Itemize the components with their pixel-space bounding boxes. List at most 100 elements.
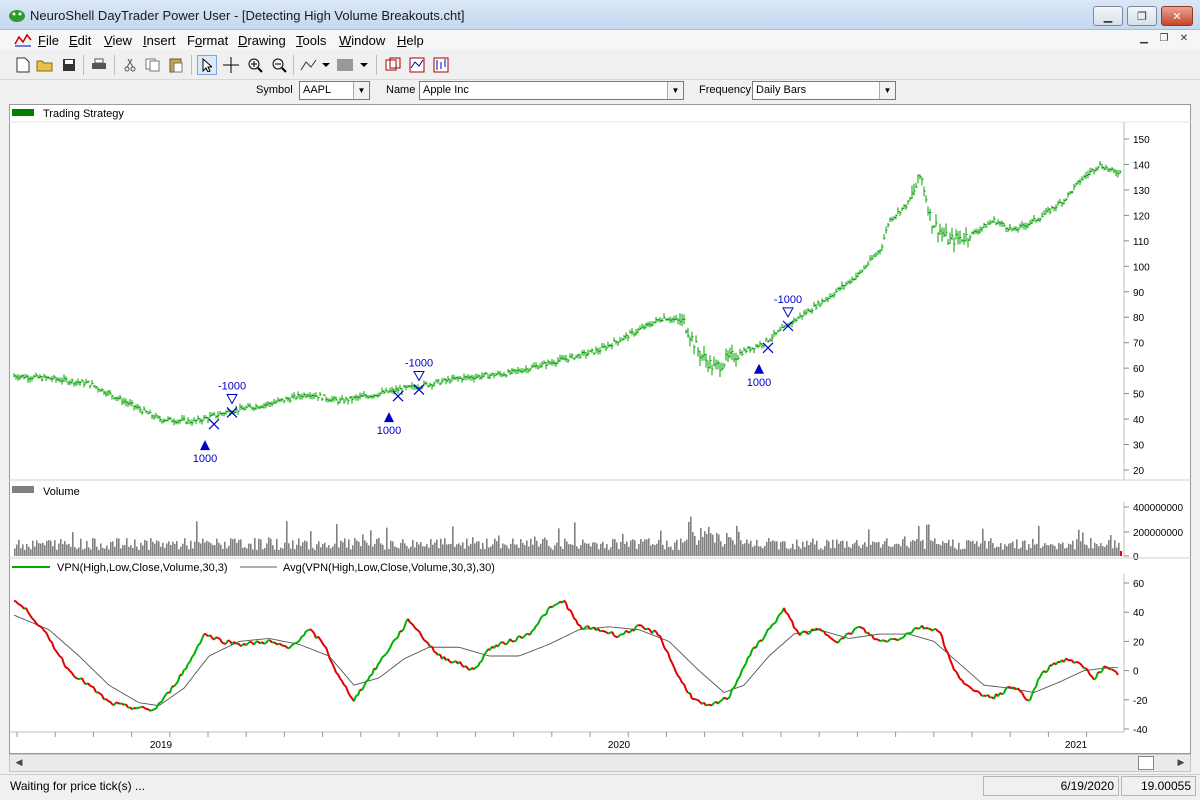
vpn-segment [931, 628, 935, 632]
sell-marker[interactable]: -1000 [774, 294, 802, 332]
title-bar [0, 0, 1200, 30]
vpn-segment [643, 627, 647, 631]
zoom-in-icon[interactable] [245, 55, 265, 75]
volume-bar [264, 548, 266, 556]
volume-bar [428, 547, 430, 556]
volume-bar [990, 538, 992, 556]
vpn-segment [763, 633, 767, 639]
symbol-dropdown[interactable]: AAPL ▼ [299, 81, 370, 100]
vpn-segment [559, 600, 563, 604]
fill-pattern-icon[interactable] [335, 55, 369, 75]
menu-edit[interactable]: Edit [69, 33, 92, 48]
maximize-button[interactable]: ❐ [1127, 6, 1157, 26]
zoom-out-icon[interactable] [269, 55, 289, 75]
close-button[interactable]: ✕ [1161, 6, 1193, 26]
name-dropdown[interactable]: Apple Inc ▼ [419, 81, 684, 100]
open-icon[interactable] [35, 55, 55, 75]
line-draw-icon[interactable] [299, 55, 331, 75]
vpn-segment [121, 702, 125, 706]
vpn-segment [573, 617, 577, 621]
menu-insert[interactable]: Insert [143, 33, 176, 48]
scroll-thumb[interactable] [1138, 756, 1154, 770]
vpn-segment [577, 623, 581, 627]
mdi-minimize-button[interactable]: ▁ [1140, 33, 1148, 44]
sell-marker[interactable]: -1000 [405, 358, 433, 395]
menu-window[interactable]: Window [339, 33, 386, 48]
vpn-segment [245, 642, 249, 646]
trade-label: -1000 [405, 358, 433, 370]
menu-file[interactable]: File [38, 33, 59, 48]
vpn-segment [473, 666, 477, 671]
vpn-segment [923, 626, 927, 630]
vpn-segment [851, 629, 855, 635]
vpn-segment [831, 638, 835, 642]
buy-marker[interactable]: 1000 [377, 390, 404, 437]
vpn-segment [1115, 671, 1119, 676]
menu-format[interactable]: Format [187, 33, 229, 48]
mdi-restore-button[interactable]: ❐ [1159, 33, 1169, 44]
vpn-segment [109, 700, 113, 705]
save-icon[interactable] [59, 55, 79, 75]
volume-bar [52, 546, 54, 556]
volume-bar [138, 549, 140, 556]
vpn-segment [1019, 690, 1023, 694]
vpn-segment [861, 627, 865, 630]
volume-bar [612, 539, 614, 556]
chevron-down-icon[interactable]: ▼ [667, 82, 683, 99]
vpn-segment [485, 648, 489, 654]
scroll-right-icon[interactable]: ▶ [1177, 757, 1185, 767]
bars-icon[interactable] [431, 55, 451, 75]
buy-marker[interactable]: 1000 [193, 418, 220, 465]
indicator-icon[interactable] [383, 55, 403, 75]
vpn-segment [703, 701, 707, 707]
minimize-button[interactable]: ▁ [1093, 6, 1123, 26]
cut-icon[interactable] [120, 55, 140, 75]
volume-bar [536, 540, 538, 556]
volume-bar [494, 538, 496, 556]
app-logo-icon [9, 10, 25, 22]
vpn-segment [1029, 694, 1033, 701]
horizontal-scrollbar[interactable] [9, 754, 1191, 772]
volume-bar [962, 548, 964, 556]
vpn-segment [813, 627, 817, 632]
chevron-down-icon[interactable]: ▼ [353, 82, 369, 99]
scroll-left-icon[interactable]: ◀ [15, 757, 23, 767]
vpn-segment [667, 652, 671, 660]
vpn-segment [1107, 666, 1111, 671]
chevron-down-icon[interactable]: ▼ [879, 82, 895, 99]
chart-canvas[interactable]: Trading Strategy 150 140 130 120 110 100 90 80 7… [9, 104, 1191, 754]
menu-drawing[interactable]: Drawing [238, 33, 286, 48]
volume-bar [448, 544, 450, 556]
volume-bar [1048, 545, 1050, 556]
menu-help[interactable]: Help [397, 33, 424, 48]
volume-bar [266, 543, 268, 556]
volume-bar [1066, 547, 1068, 556]
volume-bar [34, 546, 36, 556]
buy-marker[interactable]: 1000 [747, 342, 774, 389]
vpn-segment [1057, 660, 1061, 664]
copy-icon[interactable] [143, 55, 163, 75]
pointer-icon[interactable] [197, 55, 217, 75]
new-icon[interactable] [13, 55, 33, 75]
menu-view[interactable]: View [104, 33, 132, 48]
volume-bar [856, 540, 858, 556]
volume-bar [490, 546, 492, 556]
chart-props-icon[interactable] [407, 55, 427, 75]
sell-marker[interactable]: -1000 [218, 380, 246, 418]
print-icon[interactable] [89, 55, 109, 75]
vpn-segment [929, 627, 933, 632]
vpn-segment [225, 639, 229, 645]
vpn-segment [189, 656, 193, 663]
paste-icon[interactable] [166, 55, 186, 75]
menu-tools[interactable]: Tools [296, 33, 327, 48]
vpn-segment [999, 692, 1003, 696]
vpn-segment [341, 680, 345, 686]
crosshair-icon[interactable] [221, 55, 241, 75]
vpn-segment [839, 637, 843, 641]
chart-window[interactable] [9, 104, 1191, 754]
volume-bar [150, 538, 152, 556]
volume-bar [106, 545, 108, 556]
frequency-dropdown[interactable]: Daily Bars ▼ [752, 81, 896, 100]
vpn-segment [953, 668, 957, 673]
mdi-close-button[interactable]: ✕ [1179, 33, 1189, 44]
